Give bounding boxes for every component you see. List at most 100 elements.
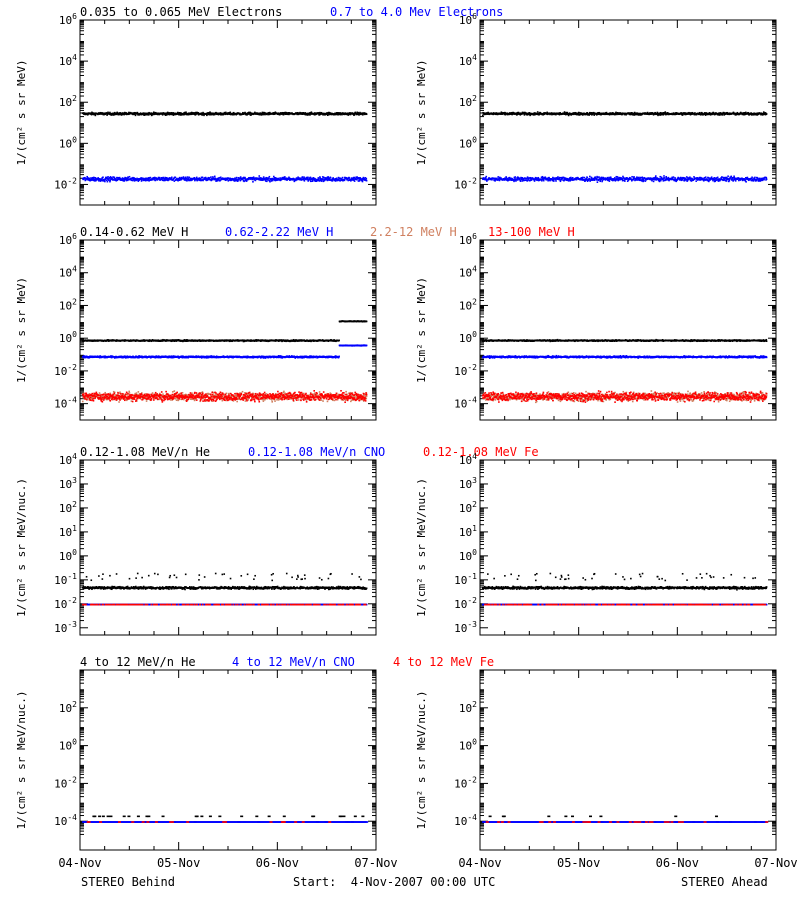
data-point [178, 111, 181, 114]
data-point [652, 180, 655, 183]
data-point [185, 111, 187, 114]
data-point [363, 177, 365, 180]
data-point [327, 177, 330, 179]
data-point [523, 111, 525, 114]
data-point [244, 176, 246, 179]
data-point [209, 111, 211, 113]
data-point [106, 114, 108, 116]
data-point [352, 112, 355, 115]
data-point [113, 111, 116, 114]
data-point [226, 178, 229, 181]
data-point [288, 176, 290, 179]
data-point [167, 177, 170, 180]
data-point [341, 178, 344, 181]
data-point [674, 177, 676, 179]
data-point [523, 113, 526, 115]
data-point [282, 112, 284, 114]
data-point [140, 177, 142, 179]
data-point [495, 113, 497, 116]
data-point [267, 177, 270, 180]
data-points-protons-behind [81, 320, 368, 404]
data-point [115, 178, 117, 180]
data-point [553, 180, 555, 182]
data-point [625, 113, 627, 116]
series-title: 2.2-12 MeV H [370, 225, 457, 239]
data-point [312, 178, 314, 181]
data-point [170, 111, 173, 114]
data-point [486, 112, 488, 114]
data-point [91, 178, 93, 180]
data-point [147, 114, 150, 116]
data-point [210, 176, 212, 178]
data-point [153, 111, 155, 114]
data-point [765, 113, 768, 115]
data-point [261, 179, 264, 182]
data-point [336, 112, 338, 114]
data-point [654, 111, 656, 114]
data-point [163, 177, 166, 180]
data-point [239, 176, 242, 178]
data-point [118, 176, 121, 179]
series-title: 0.7 to 4.0 Mev Electrons [330, 5, 503, 19]
data-point [497, 176, 500, 178]
data-point [252, 176, 255, 178]
data-point [751, 176, 753, 179]
data-point [362, 176, 365, 179]
data-point [295, 179, 297, 182]
data-point [519, 180, 522, 182]
data-point [133, 180, 136, 182]
data-point [666, 113, 668, 115]
data-point [102, 176, 104, 179]
data-point [182, 176, 185, 178]
data-point [284, 176, 286, 178]
data-point [161, 112, 164, 114]
data-point [190, 111, 193, 114]
y-axis-label: 1/(cm² s sr MeV) [15, 60, 28, 166]
data-point [201, 176, 204, 179]
data-point [144, 178, 146, 181]
data-point [550, 112, 553, 114]
data-point [194, 113, 197, 116]
data-point [158, 177, 160, 180]
data-point [302, 178, 305, 181]
data-point [109, 179, 112, 182]
data-point [106, 178, 109, 180]
data-point [195, 111, 197, 114]
data-point [142, 177, 144, 180]
data-point [220, 113, 223, 116]
data-point [348, 177, 351, 179]
data-point [346, 178, 348, 181]
data-point [116, 178, 119, 181]
series-title: 0.62-2.22 MeV H [225, 225, 333, 239]
data-point [322, 176, 325, 179]
data-point [299, 178, 301, 181]
data-point [117, 177, 119, 179]
data-point [191, 179, 194, 181]
data-point [303, 180, 306, 182]
data-point [213, 113, 216, 116]
data-point [266, 180, 268, 183]
data-point [216, 113, 218, 116]
data-point [350, 177, 353, 179]
data-point [596, 181, 599, 183]
data-point [597, 111, 599, 114]
data-point [303, 176, 305, 179]
data-point [184, 179, 186, 181]
data-point [195, 176, 198, 179]
data-point [140, 180, 143, 182]
data-point [583, 176, 586, 179]
data-point [499, 113, 502, 115]
data-point [623, 113, 626, 116]
data-point [716, 176, 719, 179]
data-point [595, 114, 598, 116]
data-point [144, 179, 147, 182]
data-point [106, 177, 108, 179]
data-point [109, 176, 112, 178]
data-point [646, 111, 649, 114]
data-point [331, 180, 334, 182]
data-point [157, 178, 160, 180]
data-point [93, 176, 95, 179]
data-point [225, 177, 228, 180]
data-point [146, 113, 148, 116]
